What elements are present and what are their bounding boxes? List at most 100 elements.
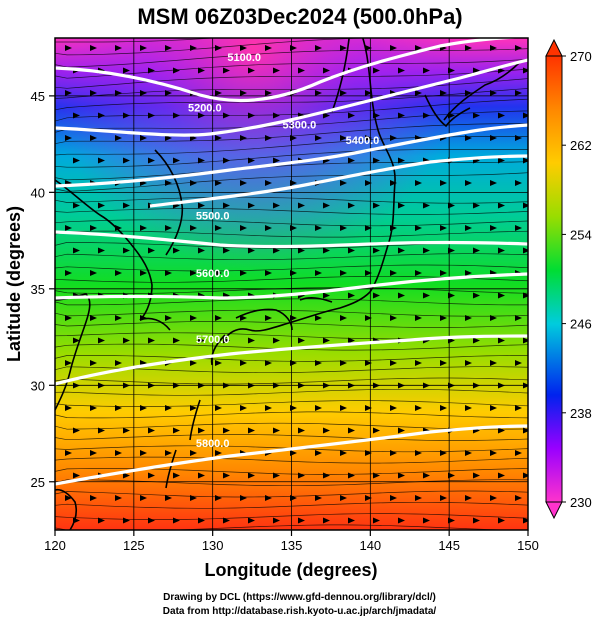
streamline — [55, 110, 528, 133]
wind-arrow — [240, 495, 247, 501]
wind-arrow — [490, 225, 497, 231]
wind-arrow — [373, 292, 380, 299]
wind-arrow — [373, 427, 380, 434]
wind-arrow — [498, 247, 505, 254]
wind-arrow — [173, 67, 180, 74]
colorbar-ramp — [545, 55, 563, 503]
wind-arrow — [440, 225, 447, 231]
wind-arrow — [473, 112, 480, 119]
wind-arrow — [398, 157, 405, 164]
streamline — [55, 208, 528, 215]
wind-arrow — [515, 45, 522, 51]
wind-arrow — [123, 112, 130, 119]
wind-arrow — [273, 202, 280, 209]
wind-arrow — [273, 112, 280, 119]
wind-arrow — [415, 270, 422, 276]
contour-label: 5300.0 — [283, 120, 317, 132]
wind-arrow — [198, 517, 205, 524]
wind-arrow — [165, 180, 172, 186]
wind-arrow — [340, 45, 347, 51]
colorbar-top-triangle — [545, 38, 563, 57]
wind-arrow — [190, 405, 197, 411]
wind-arrow — [473, 67, 480, 74]
wind-arrow — [398, 292, 405, 299]
wind-arrow — [215, 45, 222, 51]
wind-arrow — [140, 495, 147, 501]
wind-arrow — [273, 472, 280, 479]
wind-arrow — [115, 135, 122, 141]
streamline — [55, 253, 528, 261]
colorbar-tick-label: 254 — [570, 227, 592, 242]
wind-arrow — [515, 90, 522, 96]
wind-arrow — [490, 45, 497, 51]
streamline — [55, 411, 528, 419]
wind-arrow — [390, 495, 397, 501]
wind-arrow — [65, 225, 72, 231]
streamline — [55, 172, 528, 192]
wind-arrow — [390, 405, 397, 411]
wind-arrow — [523, 202, 528, 209]
streamline — [55, 479, 528, 487]
wind-arrow — [123, 337, 130, 344]
wind-arrow — [323, 67, 330, 74]
wind-arrow — [490, 450, 497, 456]
colorbar-tick-label: 262 — [570, 138, 592, 153]
wind-arrow — [190, 360, 197, 366]
wind-arrow — [390, 360, 397, 366]
wind-arrow — [423, 67, 430, 74]
streamline — [55, 309, 528, 317]
wind-arrow — [365, 90, 372, 96]
wind-arrow — [223, 337, 230, 344]
wind-arrow — [340, 270, 347, 276]
wind-arrow — [398, 67, 405, 74]
wind-arrow — [440, 180, 447, 186]
wind-arrow — [365, 450, 372, 456]
wind-arrow — [140, 450, 147, 456]
wind-arrow — [190, 45, 197, 51]
wind-arrow — [390, 270, 397, 276]
wind-arrow — [90, 90, 97, 96]
contour-5800 — [55, 424, 528, 486]
wind-arrow — [523, 247, 528, 254]
wind-arrow — [198, 112, 205, 119]
wind-arrow — [165, 45, 172, 51]
wind-arrow — [248, 517, 255, 524]
wind-arrow — [315, 45, 322, 51]
wind-arrow — [190, 270, 197, 276]
x-tick-label: 140 — [359, 538, 381, 553]
credit-data: Data from http://database.rish.kyoto-u.a… — [162, 606, 437, 617]
wind-arrow — [373, 472, 380, 479]
wind-arrow — [65, 270, 72, 276]
wind-arrow — [248, 112, 255, 119]
wind-arrow — [273, 67, 280, 74]
colorbar-tick-label: 246 — [570, 317, 592, 332]
contour-labels: 5100.0 5200.0 5300.0 5400.0 5500.0 5600.0 5700… — [188, 52, 379, 450]
streamline — [55, 136, 528, 156]
wind-arrow — [340, 90, 347, 96]
wind-arrow — [440, 405, 447, 411]
wind-arrow — [198, 202, 205, 209]
wind-arrow — [348, 247, 355, 254]
wind-arrow — [448, 472, 455, 479]
wind-arrow — [340, 405, 347, 411]
contour-label: 5200.0 — [188, 102, 222, 114]
wind-arrow — [215, 225, 222, 231]
streamline — [55, 321, 528, 328]
wind-arrow — [515, 495, 522, 501]
wind-arrow — [265, 135, 272, 141]
wind-arrow — [415, 180, 422, 186]
wind-arrow — [348, 292, 355, 299]
wind-arrow — [490, 315, 497, 321]
streamline — [55, 48, 528, 68]
wind-arrow — [523, 292, 528, 299]
wind-arrow — [315, 135, 322, 141]
wind-arrow — [298, 202, 305, 209]
wind-arrow — [190, 315, 197, 321]
wind-arrow — [223, 247, 230, 254]
wind-arrow — [365, 405, 372, 411]
wind-arrow — [165, 450, 172, 456]
wind-arrow — [173, 337, 180, 344]
wind-arrow — [98, 337, 105, 344]
wind-arrow — [90, 135, 97, 141]
